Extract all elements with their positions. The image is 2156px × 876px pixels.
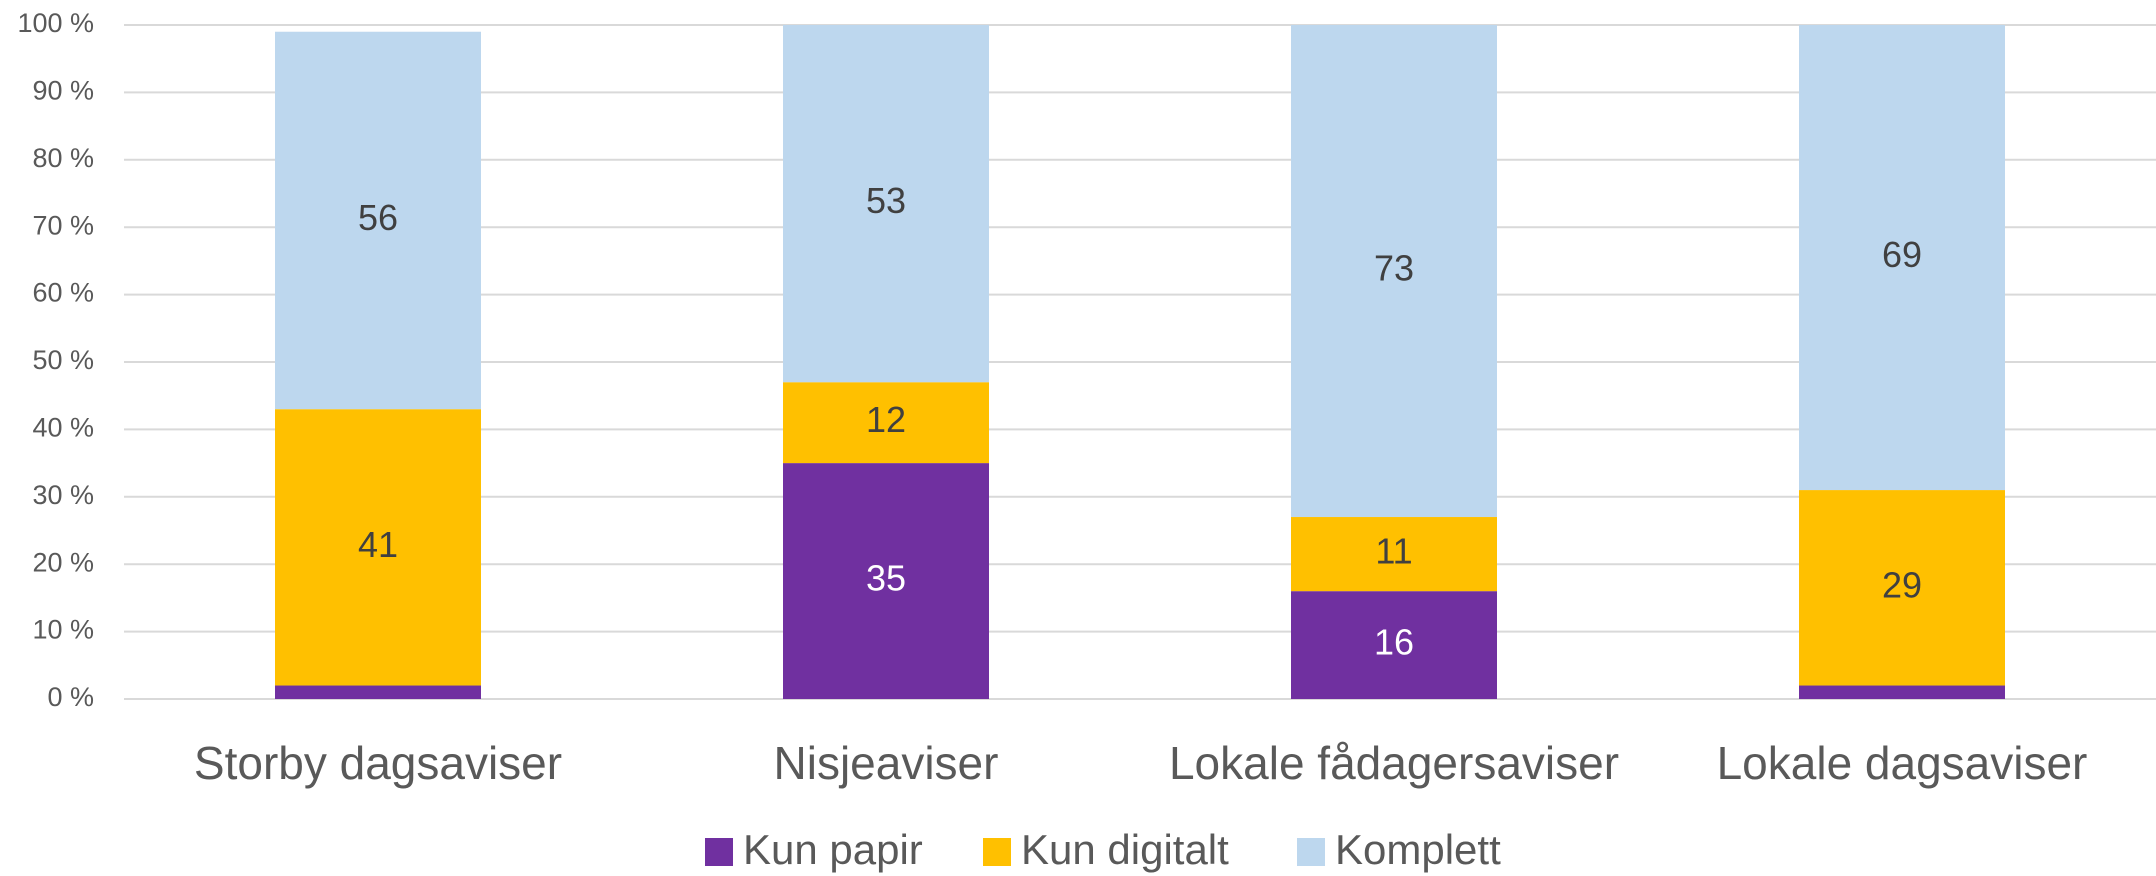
x-tick-label: Nisjeaviser [774, 737, 999, 789]
data-label: 29 [1882, 564, 1922, 605]
y-tick-label: 30 % [32, 480, 94, 510]
data-label: 69 [1882, 234, 1922, 275]
data-label: 73 [1374, 248, 1414, 289]
y-tick-label: 40 % [32, 413, 94, 443]
x-tick-label: Lokale fådagersaviser [1169, 737, 1619, 789]
bar-segment [275, 31, 481, 410]
y-tick-label: 20 % [32, 547, 94, 577]
bar-segment [783, 463, 989, 699]
data-label: 11 [1375, 531, 1412, 572]
data-label: 56 [358, 197, 398, 238]
bar-segment [1291, 517, 1497, 592]
bar-segment [1799, 490, 2005, 686]
legend-label: Kun papir [743, 826, 923, 873]
y-tick-label: 60 % [32, 278, 94, 308]
data-label: 35 [866, 558, 906, 599]
y-tick-label: 10 % [32, 615, 94, 645]
y-tick-label: 0 % [47, 682, 94, 712]
y-tick-label: 50 % [32, 345, 94, 375]
legend-swatch [705, 838, 733, 866]
x-tick-label: Lokale dagsaviser [1717, 737, 2088, 789]
y-tick-label: 90 % [32, 76, 94, 106]
bar-segment [1799, 685, 2005, 699]
y-tick-label: 100 % [17, 8, 94, 38]
bar-segment [1291, 25, 1497, 518]
bar-segment [1799, 25, 2005, 491]
bar-segment [275, 685, 481, 699]
bar-segment [1291, 591, 1497, 699]
data-label: 53 [866, 180, 906, 221]
data-label: 16 [1374, 622, 1414, 663]
legend-label: Komplett [1335, 826, 1501, 873]
legend-swatch [1297, 838, 1325, 866]
legend-swatch [983, 838, 1011, 866]
data-label: 41 [358, 524, 398, 565]
y-tick-label: 80 % [32, 143, 94, 173]
bar-segment [783, 382, 989, 464]
legend-label: Kun digitalt [1021, 826, 1229, 873]
bar-segment [783, 25, 989, 383]
x-tick-label: Storby dagsaviser [194, 737, 562, 789]
bar-segment [275, 409, 481, 686]
data-label: 12 [866, 399, 906, 440]
y-tick-label: 70 % [32, 210, 94, 240]
